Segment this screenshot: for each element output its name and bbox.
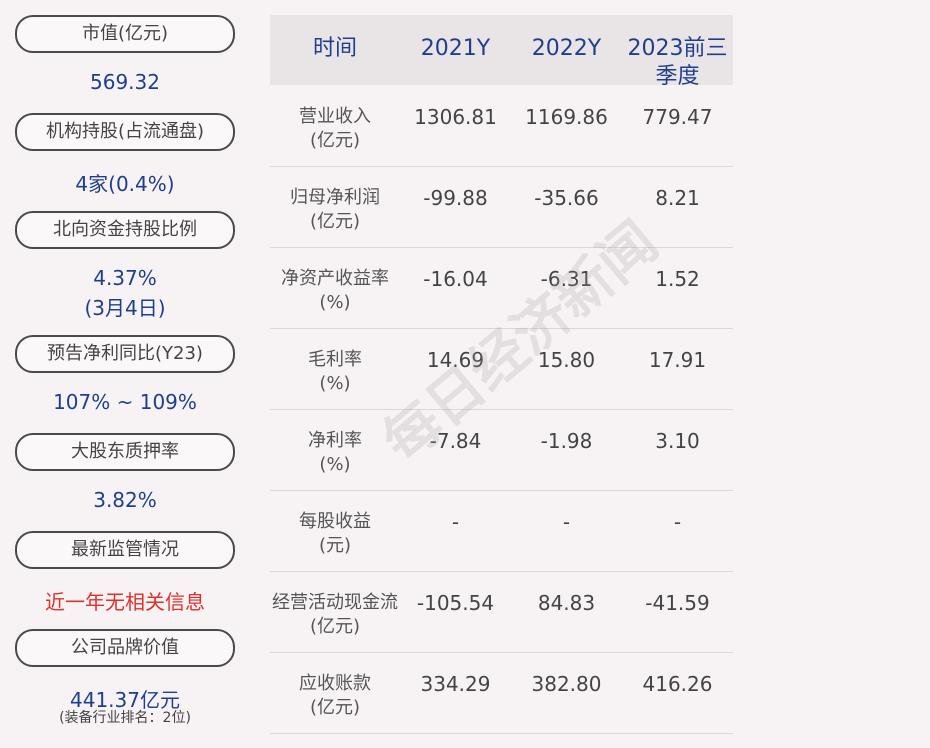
table-cell: -105.54 bbox=[416, 591, 495, 615]
table-cell: 3.10 bbox=[655, 429, 700, 453]
northbound-holding-label: 北向资金持股比例 bbox=[15, 211, 235, 249]
northbound-holding-value: 4.37% bbox=[93, 266, 157, 290]
row-label: 经营活动现金流 (亿元) bbox=[270, 591, 400, 639]
row-label-line1: 经营活动现金流 bbox=[272, 592, 398, 613]
row-label-line1: 净资产收益率 bbox=[281, 268, 389, 289]
market-cap-label: 市值(亿元) bbox=[15, 15, 235, 53]
row-label-unit: (%) bbox=[319, 373, 351, 394]
table-cell: 334.29 bbox=[420, 672, 491, 696]
row-label-unit: (亿元) bbox=[309, 616, 361, 637]
forecast-profit-value: 107% ~ 109% bbox=[53, 390, 197, 414]
table-cell: 84.83 bbox=[537, 591, 596, 615]
table-cell: -16.04 bbox=[423, 267, 488, 291]
row-label: 应收账款 (亿元) bbox=[270, 672, 400, 720]
table-row: 经营活动现金流 (亿元) -105.54 84.83 -41.59 bbox=[270, 571, 733, 653]
table-row: 净资产收益率 (%) -16.04 -6.31 1.52 bbox=[270, 247, 733, 329]
row-label-line1: 毛利率 bbox=[308, 349, 362, 370]
pledge-rate-value: 3.82% bbox=[93, 488, 157, 512]
regulation-label: 最新监管情况 bbox=[15, 531, 235, 569]
table-row: 营业收入 (亿元) 1306.81 1169.86 779.47 bbox=[270, 85, 733, 167]
table-cell: -7.84 bbox=[429, 429, 482, 453]
row-label-line1: 净利率 bbox=[308, 430, 362, 451]
row-label-unit: (%) bbox=[319, 454, 351, 475]
table-cell: -6.31 bbox=[540, 267, 593, 291]
pledge-rate-label: 大股东质押率 bbox=[15, 433, 235, 471]
row-label: 营业收入 (亿元) bbox=[270, 105, 400, 153]
left-panel: 市值(亿元) 569.32 机构持股(占流通盘) 4家(0.4%) 北向资金持股… bbox=[0, 0, 250, 748]
brand-value-label: 公司品牌价值 bbox=[15, 629, 235, 667]
row-label: 净资产收益率 (%) bbox=[270, 267, 400, 315]
table-row: 每股收益 (元) - - - bbox=[270, 490, 733, 572]
table-cell: -35.66 bbox=[534, 186, 599, 210]
table-cell: 1306.81 bbox=[414, 105, 497, 129]
table-cell: - bbox=[673, 510, 682, 534]
row-label: 毛利率 (%) bbox=[270, 348, 400, 396]
table-cell: -1.98 bbox=[540, 429, 593, 453]
table-cell: 382.80 bbox=[531, 672, 602, 696]
table-cell: 15.80 bbox=[537, 348, 596, 372]
institution-holding-label: 机构持股(占流通盘) bbox=[15, 113, 235, 151]
header-2023-line1: 2023前三 bbox=[627, 36, 728, 61]
row-label-unit: (元) bbox=[318, 535, 352, 556]
header-time: 时间 bbox=[312, 36, 357, 61]
table-cell: 8.21 bbox=[655, 186, 700, 210]
northbound-holding-date: (3月4日) bbox=[84, 296, 166, 320]
table-cell: 1169.86 bbox=[525, 105, 608, 129]
header-2023-line2: 季度 bbox=[655, 64, 700, 89]
row-label-unit: (亿元) bbox=[309, 130, 361, 151]
table-cell: 17.91 bbox=[648, 348, 707, 372]
institution-holding-value: 4家(0.4%) bbox=[75, 172, 175, 196]
table-row: 净利率 (%) -7.84 -1.98 3.10 bbox=[270, 409, 733, 491]
table-cell: 416.26 bbox=[642, 672, 713, 696]
header-2022: 2022Y bbox=[531, 36, 602, 61]
row-label: 归母净利润 (亿元) bbox=[270, 186, 400, 234]
table-row: 毛利率 (%) 14.69 15.80 17.91 bbox=[270, 328, 733, 410]
row-label-line1: 应收账款 bbox=[299, 673, 371, 694]
row-label-unit: (%) bbox=[319, 292, 351, 313]
row-label-unit: (亿元) bbox=[309, 697, 361, 718]
header-2021: 2021Y bbox=[420, 36, 491, 61]
row-label: 每股收益 (元) bbox=[270, 510, 400, 558]
brand-rank: (装备行业排名：2位) bbox=[59, 710, 191, 726]
market-cap-value: 569.32 bbox=[90, 70, 160, 94]
table-cell: -41.59 bbox=[645, 591, 710, 615]
row-label-line1: 营业收入 bbox=[299, 106, 371, 127]
regulation-value: 近一年无相关信息 bbox=[45, 590, 205, 614]
table-cell: - bbox=[451, 510, 460, 534]
table-cell: 1.52 bbox=[655, 267, 700, 291]
table-cell: 14.69 bbox=[426, 348, 485, 372]
row-label-line1: 每股收益 bbox=[299, 511, 371, 532]
table-header: 时间 2021Y 2022Y 2023前三 季度 bbox=[270, 15, 733, 89]
forecast-profit-label: 预告净利同比(Y23) bbox=[15, 335, 235, 373]
row-label-line1: 归母净利润 bbox=[290, 187, 380, 208]
table-cell: 779.47 bbox=[642, 105, 713, 129]
row-label: 净利率 (%) bbox=[270, 429, 400, 477]
table-row: 归母净利润 (亿元) -99.88 -35.66 8.21 bbox=[270, 166, 733, 248]
brand-value-value: 441.37亿元 bbox=[70, 688, 180, 712]
table-cell: - bbox=[562, 510, 571, 534]
table-cell: -99.88 bbox=[423, 186, 488, 210]
row-label-unit: (亿元) bbox=[309, 211, 361, 232]
table-row: 应收账款 (亿元) 334.29 382.80 416.26 bbox=[270, 652, 733, 734]
